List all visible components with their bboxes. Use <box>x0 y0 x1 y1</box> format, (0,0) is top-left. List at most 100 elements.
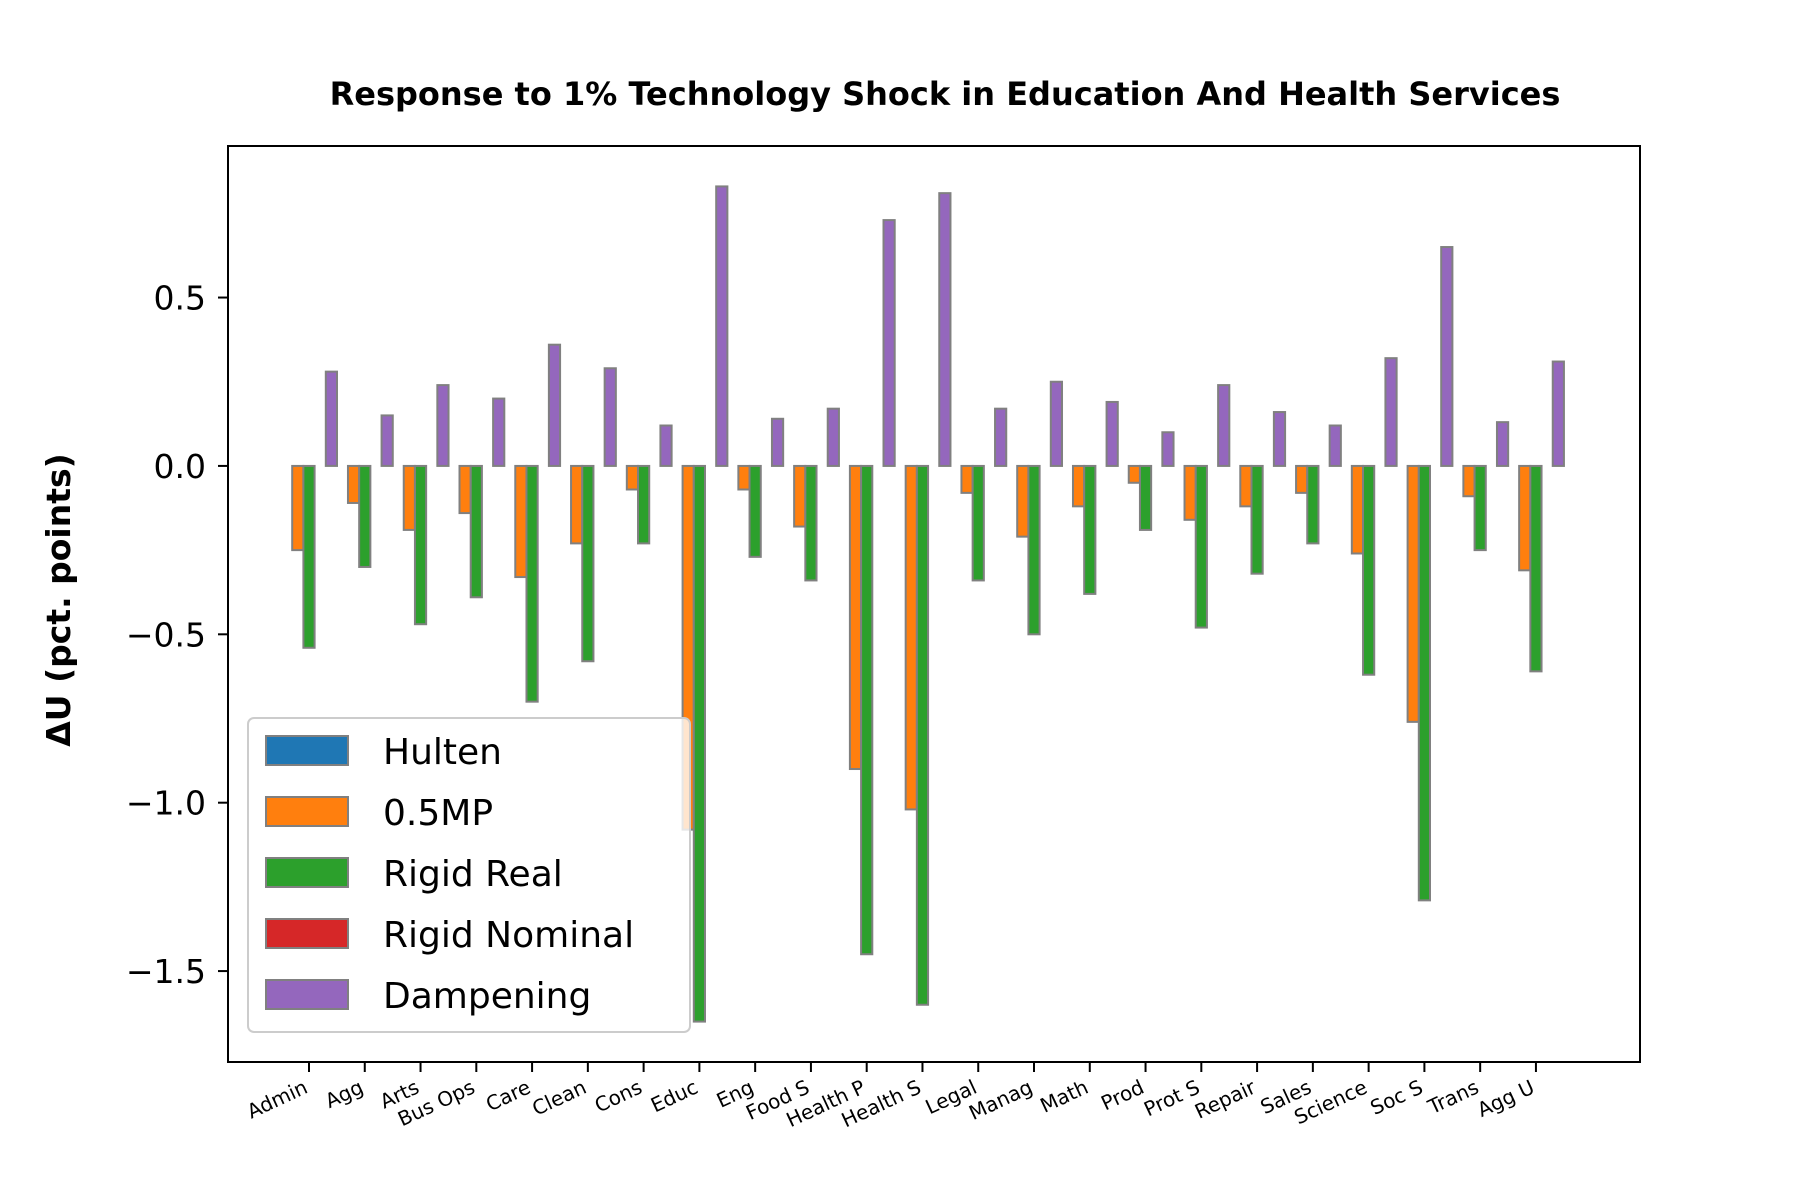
bar-dampening <box>659 424 673 467</box>
bar-rigid-real <box>971 464 985 582</box>
bar-rigid-real <box>1306 464 1320 545</box>
bar-rigid-real <box>358 464 372 568</box>
bar-0-5mp <box>514 464 528 579</box>
bar-0-5mp <box>960 464 974 494</box>
y-axis: 0.5 0.0 −0.5 −1.0 −1.5 <box>126 279 228 991</box>
bar-rigid-real <box>915 464 930 1006</box>
x-tick-label: Care <box>482 1075 534 1116</box>
legend: Hulten 0.5MP Rigid Real Rigid Nominal Dampen… <box>247 717 691 1033</box>
bar-rigid-real <box>804 464 818 582</box>
y-tick-label: −0.5 <box>126 615 206 654</box>
bar-dampening <box>603 367 617 467</box>
bar-rigid-real <box>1027 464 1041 636</box>
bar-0-5mp <box>1295 464 1309 494</box>
bar-dampening <box>1495 421 1510 467</box>
x-tick-label: Prot S <box>1140 1075 1203 1122</box>
bar-0-5mp <box>1406 464 1420 723</box>
bar-0-5mp <box>848 464 863 771</box>
legend-swatch <box>265 918 349 949</box>
legend-label: Rigid Real <box>383 854 563 895</box>
bar-rigid-real <box>413 464 428 626</box>
bar-0-5mp <box>346 464 361 504</box>
bar-0-5mp <box>570 464 584 545</box>
legend-label: Dampening <box>383 976 591 1017</box>
bar-0-5mp <box>1462 464 1476 498</box>
bar-0-5mp <box>1239 464 1253 508</box>
legend-swatch <box>265 735 349 766</box>
bar-rigid-real <box>692 464 706 1023</box>
bar-dampening <box>1328 424 1342 467</box>
bar-0-5mp <box>291 464 305 552</box>
y-tick-label: −1.0 <box>126 784 206 823</box>
x-tick-label: Agg <box>321 1075 367 1113</box>
x-tick-label: Clean <box>528 1075 590 1121</box>
bar-rigid-real <box>1417 464 1432 902</box>
x-tick-label: Soc S <box>1367 1075 1427 1120</box>
chart-title: Response to 1% Technology Shock in Educa… <box>330 75 1561 113</box>
bar-0-5mp <box>1127 464 1141 484</box>
bar-dampening <box>1440 246 1454 467</box>
y-tick-label: 0.5 <box>154 279 206 318</box>
bars <box>291 185 1565 1023</box>
x-tick-label: Educ <box>647 1075 702 1117</box>
bar-0-5mp <box>1518 464 1532 572</box>
bar-dampening <box>436 384 450 467</box>
x-tick-label: Trans <box>1423 1075 1482 1120</box>
bar-0-5mp <box>625 464 640 491</box>
bar-dampening <box>1161 431 1175 467</box>
bar-rigid-real <box>637 464 651 545</box>
x-tick-label: Agg U <box>1473 1075 1538 1122</box>
bar-0-5mp <box>1071 464 1086 508</box>
bar-dampening <box>1384 357 1398 467</box>
bar-rigid-real <box>1194 464 1208 629</box>
y-axis-label: ΔU (pct. points) <box>39 453 78 747</box>
bar-0-5mp <box>1016 464 1030 538</box>
bar-0-5mp <box>1350 464 1365 555</box>
bar-rigid-real <box>860 464 874 956</box>
legend-box <box>247 717 691 1033</box>
bar-rigid-real <box>1473 464 1487 552</box>
bar-rigid-real <box>748 464 762 558</box>
x-tick-label: Cons <box>591 1075 646 1118</box>
bar-rigid-real <box>1083 464 1097 595</box>
bar-0-5mp <box>793 464 807 528</box>
legend-swatch <box>265 857 349 888</box>
bar-rigid-real <box>1362 464 1376 676</box>
bar-0-5mp <box>458 464 472 515</box>
bar-dampening <box>492 397 506 467</box>
bar-dampening <box>826 407 840 467</box>
bar-dampening <box>1105 400 1119 467</box>
legend-swatch <box>265 979 349 1010</box>
y-tick-label: −1.5 <box>126 952 206 991</box>
y-tick-label: 0.0 <box>154 447 206 486</box>
legend-label: Rigid Nominal <box>383 915 634 956</box>
x-tick-label: Prod <box>1097 1075 1147 1116</box>
x-tick-label: Repair <box>1191 1074 1260 1123</box>
legend-swatch <box>265 796 349 827</box>
bar-dampening <box>770 417 785 467</box>
bar-rigid-real <box>469 464 483 599</box>
legend-label: 0.5MP <box>383 793 493 834</box>
bar-dampening <box>1049 380 1064 467</box>
x-tick-label: Math <box>1036 1075 1091 1118</box>
bar-dampening <box>938 192 952 467</box>
bar-dampening <box>547 343 562 467</box>
bar-rigid-real <box>1529 464 1543 673</box>
bar-rigid-real <box>1138 464 1153 531</box>
bar-rigid-real <box>581 464 595 663</box>
bar-dampening <box>1217 384 1231 467</box>
x-tick-label: Manag <box>965 1075 1036 1125</box>
bar-dampening <box>380 414 394 467</box>
bar-dampening <box>324 370 338 467</box>
bar-0-5mp <box>402 464 416 531</box>
bar-0-5mp <box>904 464 918 811</box>
bar-dampening <box>994 407 1008 467</box>
plot-frame <box>227 145 1641 1063</box>
bar-rigid-real <box>525 464 539 703</box>
legend-label: Hulten <box>383 732 502 773</box>
bar-0-5mp <box>737 464 751 491</box>
bar-0-5mp <box>1183 464 1197 521</box>
bar-rigid-real <box>302 464 316 649</box>
